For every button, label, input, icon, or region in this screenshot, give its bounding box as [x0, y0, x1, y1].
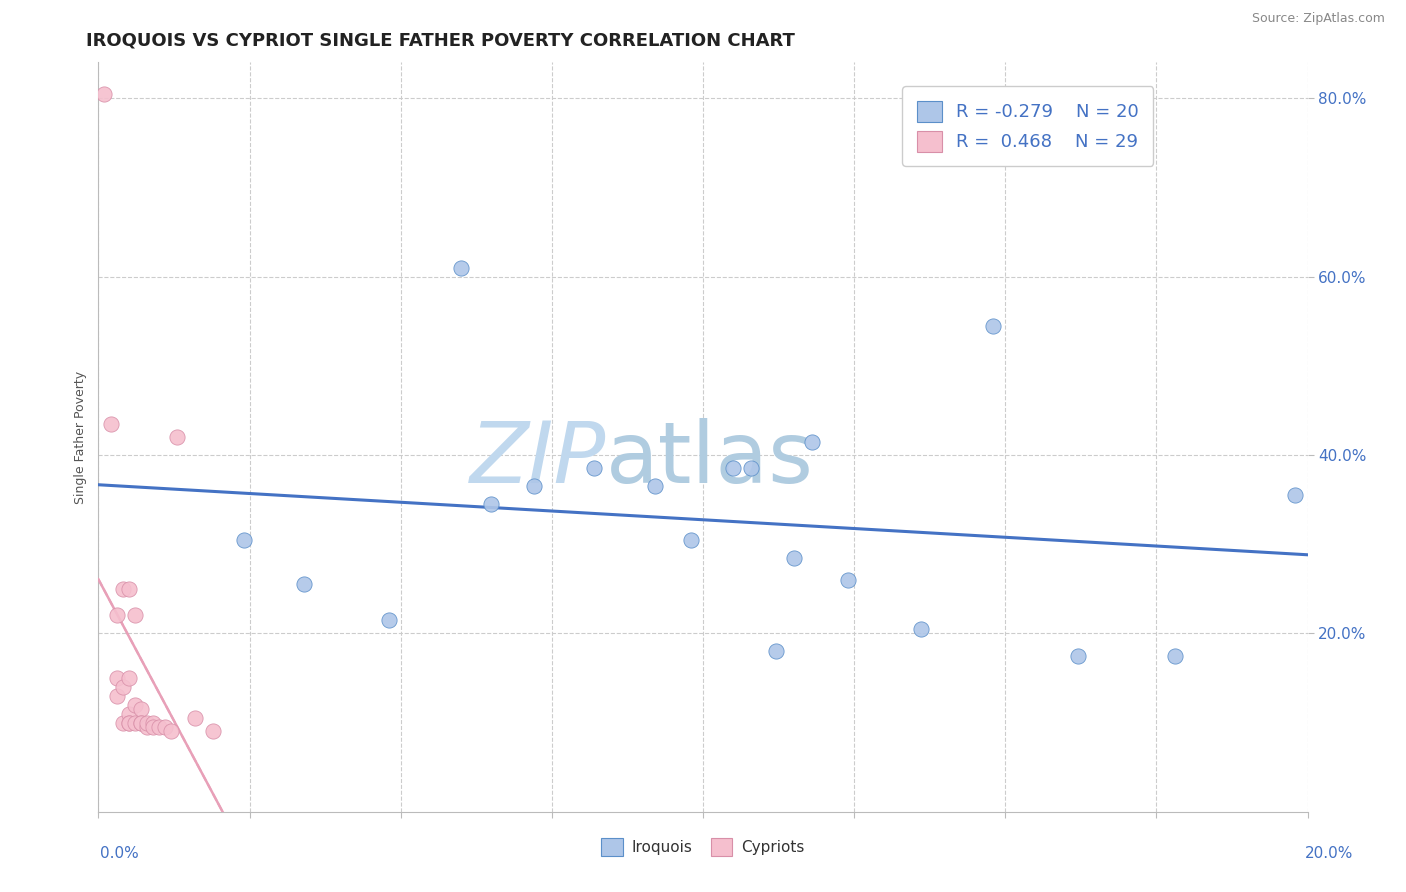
- Point: [148, 720, 170, 734]
- Point: [723, 461, 745, 475]
- Legend: R = -0.279    N = 20, R =  0.468    N = 29: R = -0.279 N = 20, R = 0.468 N = 29: [903, 87, 1153, 166]
- Point: [232, 533, 254, 547]
- Point: [111, 715, 134, 730]
- Point: [1067, 648, 1090, 663]
- Point: [910, 622, 932, 636]
- Point: [166, 430, 188, 444]
- Point: [1284, 488, 1306, 502]
- Point: [644, 479, 666, 493]
- Point: [160, 724, 183, 739]
- Point: [105, 689, 128, 703]
- Point: [450, 260, 472, 275]
- Text: atlas: atlas: [606, 418, 814, 501]
- Point: [118, 715, 141, 730]
- Point: [124, 698, 146, 712]
- Point: [118, 582, 141, 596]
- Point: [105, 671, 128, 685]
- Point: [93, 87, 115, 101]
- Point: [202, 724, 225, 739]
- Point: [142, 720, 165, 734]
- Point: [765, 644, 787, 658]
- Point: [142, 715, 165, 730]
- Legend: Iroquois, Cypriots: Iroquois, Cypriots: [595, 832, 811, 862]
- Point: [981, 318, 1004, 333]
- Point: [118, 671, 141, 685]
- Point: [124, 715, 146, 730]
- Text: Source: ZipAtlas.com: Source: ZipAtlas.com: [1251, 12, 1385, 25]
- Point: [377, 613, 399, 627]
- Y-axis label: Single Father Poverty: Single Father Poverty: [75, 370, 87, 504]
- Text: IROQUOIS VS CYPRIOT SINGLE FATHER POVERTY CORRELATION CHART: IROQUOIS VS CYPRIOT SINGLE FATHER POVERT…: [86, 32, 796, 50]
- Point: [153, 720, 176, 734]
- Text: 20.0%: 20.0%: [1305, 847, 1353, 861]
- Point: [111, 582, 134, 596]
- Point: [583, 461, 606, 475]
- Point: [111, 680, 134, 694]
- Point: [800, 434, 823, 449]
- Point: [1163, 648, 1185, 663]
- Point: [837, 573, 859, 587]
- Point: [523, 479, 546, 493]
- Point: [129, 715, 152, 730]
- Point: [184, 711, 207, 725]
- Text: 0.0%: 0.0%: [100, 847, 139, 861]
- Point: [740, 461, 762, 475]
- Point: [679, 533, 702, 547]
- Point: [292, 577, 315, 591]
- Point: [481, 497, 503, 511]
- Point: [100, 417, 122, 431]
- Point: [129, 715, 152, 730]
- Point: [105, 608, 128, 623]
- Point: [135, 720, 157, 734]
- Text: ZIP: ZIP: [470, 418, 606, 501]
- Point: [118, 715, 141, 730]
- Point: [118, 706, 141, 721]
- Point: [129, 702, 152, 716]
- Point: [783, 550, 806, 565]
- Point: [135, 715, 157, 730]
- Point: [124, 608, 146, 623]
